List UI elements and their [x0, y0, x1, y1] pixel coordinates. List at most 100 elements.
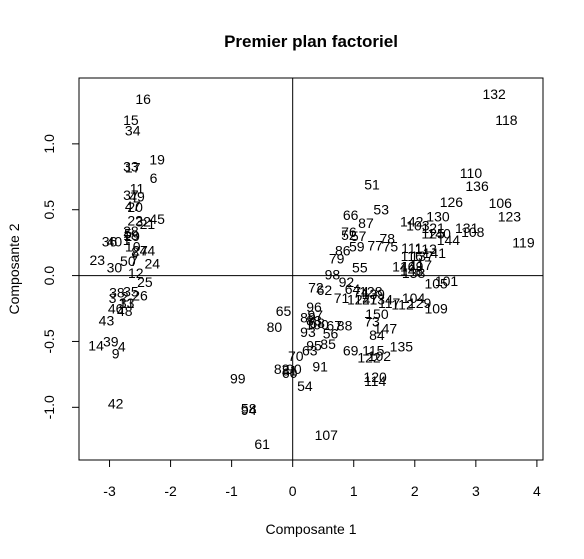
- point-label: 75: [383, 239, 399, 255]
- point-label: 100: [305, 316, 329, 332]
- point-label: 45: [149, 211, 165, 227]
- point-label: 147: [374, 320, 398, 336]
- point-label: 31: [119, 295, 135, 311]
- point-label: 112: [391, 297, 414, 313]
- point-label: 52: [341, 227, 357, 243]
- point-label: 80: [267, 319, 283, 335]
- point-label: 114: [364, 373, 387, 389]
- y-axis-label: Composante 2: [6, 223, 22, 314]
- point-label: 28: [123, 223, 139, 239]
- point-label: 104: [402, 290, 426, 306]
- point-label: 58: [241, 401, 257, 417]
- point-label: 11: [130, 181, 145, 197]
- y-tick-label: -1.0: [41, 395, 57, 419]
- point-label: 123: [498, 208, 522, 224]
- point-label: 93: [300, 324, 316, 340]
- x-tick-label: 2: [411, 483, 419, 499]
- point-label: 137: [410, 248, 434, 264]
- point-label: 86: [335, 243, 351, 259]
- point-label: 62: [317, 282, 333, 298]
- point-label: 141: [423, 245, 447, 261]
- point-label: 87: [358, 215, 374, 231]
- x-tick-label: 3: [472, 483, 480, 499]
- point-label: 3: [109, 290, 117, 306]
- point-label: 107: [315, 427, 339, 443]
- point-label: 109: [424, 301, 448, 317]
- point-label: 67: [326, 318, 342, 334]
- point-label: 22: [127, 212, 143, 228]
- y-tick-label: -0.5: [41, 329, 57, 353]
- point-label: 66: [343, 207, 359, 223]
- y-tick-label: 0.0: [41, 266, 57, 286]
- point-label: 118: [495, 112, 518, 128]
- point-label: 60: [282, 365, 298, 381]
- point-label: 43: [99, 312, 115, 328]
- point-label: 101: [435, 273, 459, 289]
- point-label: 121: [421, 220, 445, 236]
- point-label: 30: [107, 260, 123, 276]
- point-label: 17: [125, 160, 141, 176]
- point-label: 61: [254, 436, 270, 452]
- point-label: 49: [129, 189, 145, 205]
- point-label: 77: [367, 237, 383, 253]
- point-label: 12: [128, 265, 144, 281]
- y-tick-label: 1.0: [41, 134, 57, 154]
- point-label: 14: [88, 337, 104, 353]
- point-label: 73: [364, 314, 380, 330]
- point-label: 15: [123, 112, 139, 128]
- x-tick-label: 4: [533, 483, 541, 499]
- point-label: 2: [121, 289, 129, 305]
- point-label: 27: [132, 243, 148, 259]
- point-label: 59: [349, 239, 365, 255]
- x-tick-label: 1: [350, 483, 358, 499]
- point-label: 57: [351, 228, 367, 244]
- point-label: 37: [123, 187, 139, 203]
- point-label: 78: [380, 231, 396, 247]
- point-label: 132: [482, 86, 506, 102]
- point-label: 70: [288, 348, 304, 364]
- point-label: 138: [402, 265, 426, 281]
- point-label: 71: [334, 290, 350, 306]
- x-axis-label: Composante 1: [265, 521, 356, 537]
- point-label: 94: [241, 402, 257, 418]
- point-label: 32: [135, 214, 151, 230]
- point-label: 19: [149, 152, 165, 168]
- point-label: 117: [378, 295, 401, 311]
- point-label: 106: [489, 195, 513, 211]
- point-label: 90: [286, 361, 302, 377]
- point-label: 81: [282, 362, 298, 378]
- point-label: 131: [455, 220, 479, 236]
- point-label: 20: [127, 199, 143, 215]
- point-label: 44: [140, 243, 156, 259]
- point-label: 102: [368, 348, 392, 364]
- point-label: 76: [341, 224, 357, 240]
- point-label: 21: [140, 216, 156, 232]
- point-label: 1: [123, 232, 131, 248]
- point-label: 69: [343, 343, 359, 359]
- point-label: 116: [401, 248, 424, 264]
- point-label: 48: [117, 303, 133, 319]
- point-label: 119: [512, 235, 535, 251]
- y-axis: -1.0 -0.5 0.0 0.5 1.0: [41, 134, 79, 419]
- point-label: 134: [370, 291, 394, 307]
- x-tick-label: -1: [225, 483, 238, 499]
- point-label: 108: [461, 224, 485, 240]
- x-tick-label: 0: [289, 483, 297, 499]
- point-label: 149: [400, 258, 424, 274]
- point-label: 127: [354, 291, 378, 307]
- point-label: 139: [362, 286, 386, 302]
- point-label: 136: [465, 178, 489, 194]
- point-label: 46: [108, 301, 124, 317]
- point-label: 54: [297, 378, 313, 394]
- point-label: 95: [306, 337, 322, 353]
- point-label: 29: [124, 228, 140, 244]
- point-label: 144: [437, 232, 461, 248]
- point-label: 34: [125, 123, 141, 139]
- point-label: 148: [400, 262, 424, 278]
- point-label: 128: [359, 283, 383, 299]
- point-label: 140: [428, 225, 452, 241]
- point-label: 38: [109, 285, 125, 301]
- point-label: 84: [369, 327, 385, 343]
